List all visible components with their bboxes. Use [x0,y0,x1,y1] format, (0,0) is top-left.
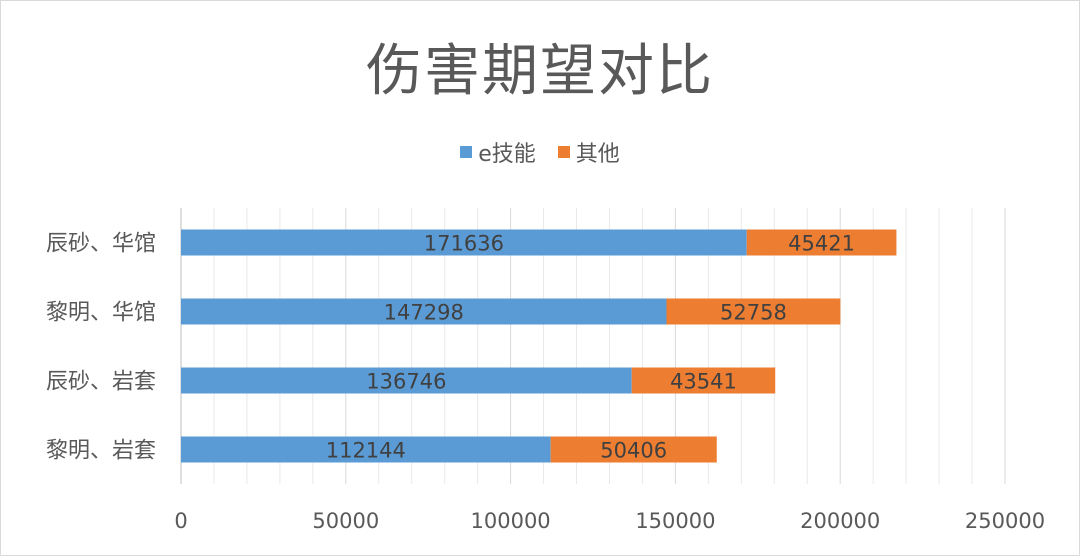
data-label-other: 52758 [720,301,787,325]
legend: e技能 其他 [0,136,1080,168]
data-label-e-skill: 171636 [424,232,504,256]
legend-swatch-other [557,146,570,158]
data-label-e-skill: 147298 [384,301,464,325]
data-label-other: 45421 [788,232,855,256]
chart-title: 伤害期望对比 [366,39,714,104]
x-tick-label: 200000 [800,509,880,533]
category-label: 黎明、岩套 [46,439,156,464]
x-tick-label: 100000 [471,509,551,533]
bar-e-skill [181,367,632,394]
bar-e-skill [181,298,667,325]
data-label-e-skill: 136746 [366,370,446,394]
legend-swatch-e-skill [460,146,473,158]
data-label-other: 43541 [670,370,737,394]
category-label: 辰砂、岩套 [46,370,156,395]
x-tick-label: 50000 [312,509,379,533]
data-label-e-skill: 112144 [326,439,406,463]
legend-item-e-skill: e技能 [460,136,536,168]
legend-label-other: 其他 [575,142,620,167]
bar-other [666,298,841,325]
x-tick-label: 0 [174,509,187,533]
x-tick-label: 150000 [635,509,715,533]
legend-item-other: 其他 [557,136,620,168]
bar-other [550,436,717,463]
x-tick-label: 250000 [965,509,1045,533]
data-label-other: 50406 [600,439,667,463]
category-label: 黎明、华馆 [46,301,156,326]
bar-e-skill [181,229,747,256]
bar-e-skill [181,436,551,463]
bar-other [631,367,776,394]
category-label: 辰砂、华馆 [46,232,156,257]
legend-label-e-skill: e技能 [478,142,536,167]
bar-other [746,229,897,256]
